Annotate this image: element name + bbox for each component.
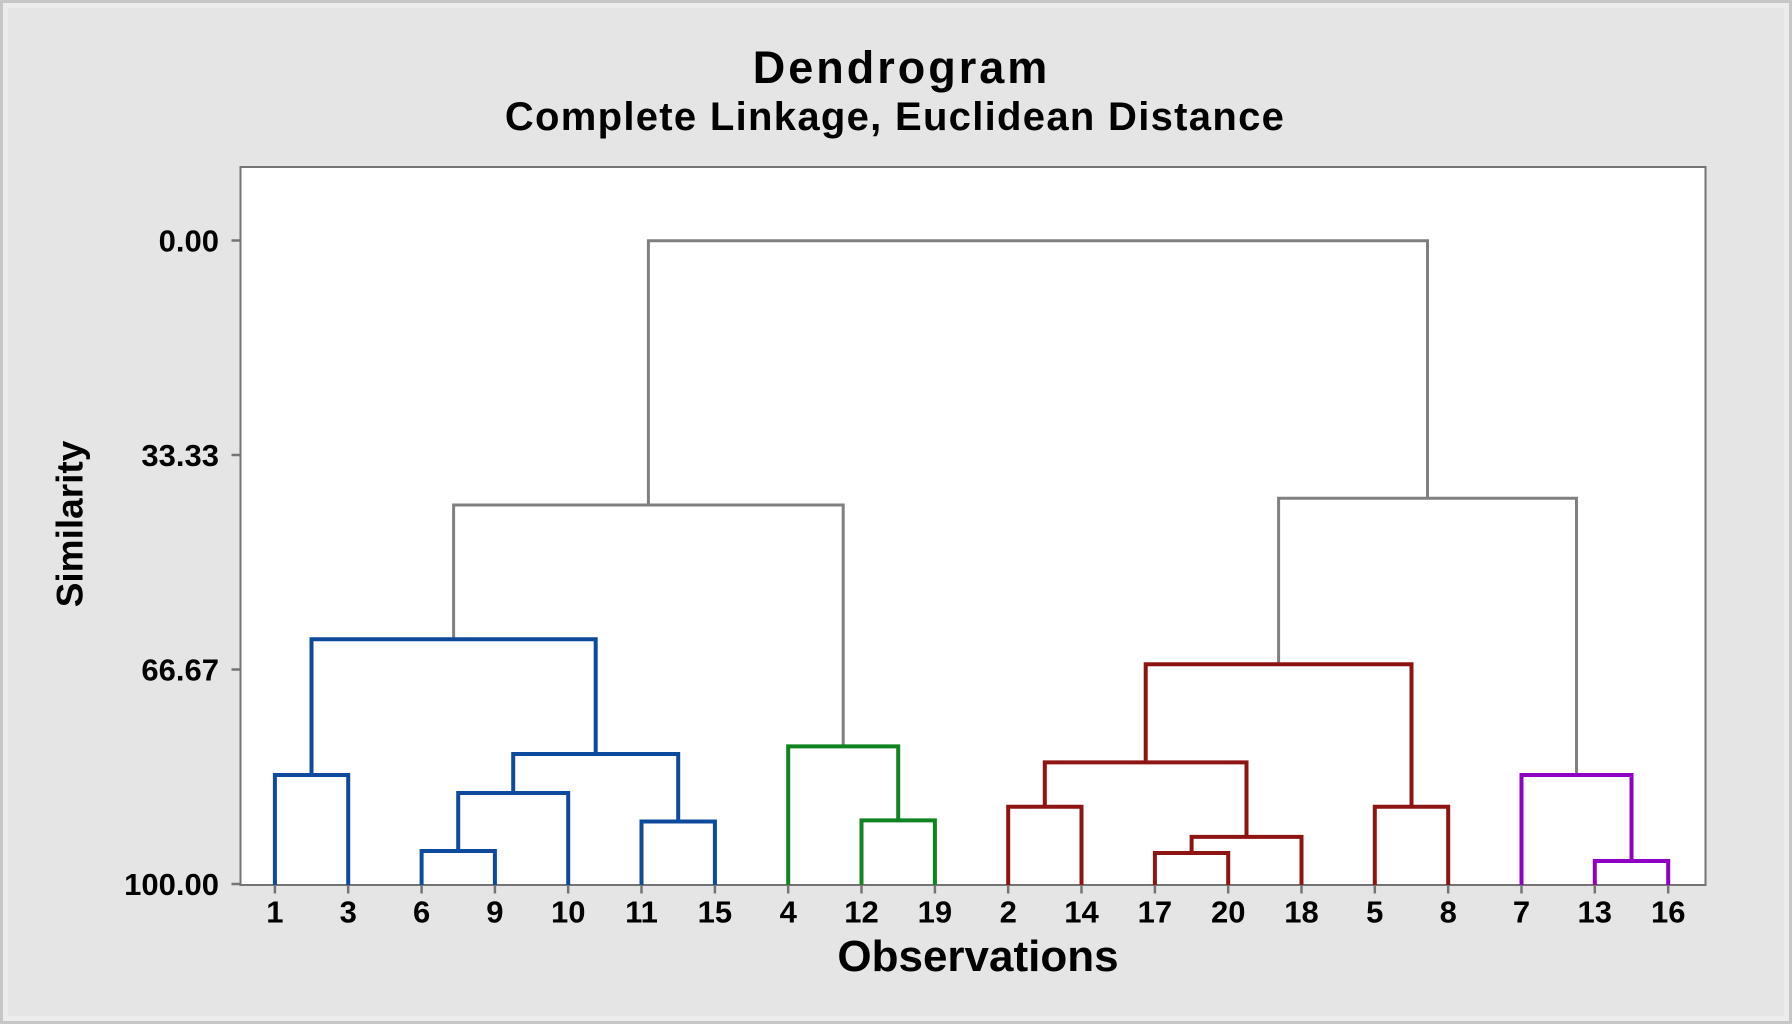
svg-text:Dendrogram: Dendrogram (753, 42, 1051, 93)
svg-text:Observations: Observations (837, 932, 1118, 981)
svg-text:11: 11 (625, 895, 658, 930)
svg-text:Complete Linkage, Euclidean Di: Complete Linkage, Euclidean Distance (505, 95, 1285, 139)
svg-text:20: 20 (1211, 895, 1245, 930)
svg-text:7: 7 (1513, 895, 1530, 930)
svg-text:Similarity: Similarity (49, 440, 90, 607)
svg-text:0.00: 0.00 (159, 224, 219, 259)
svg-text:1: 1 (266, 895, 283, 930)
svg-text:16: 16 (1651, 895, 1685, 930)
svg-text:15: 15 (698, 895, 732, 930)
svg-text:10: 10 (551, 895, 585, 930)
svg-text:66.67: 66.67 (141, 653, 219, 688)
svg-text:8: 8 (1440, 895, 1457, 930)
svg-text:17: 17 (1138, 895, 1172, 930)
svg-text:100.00: 100.00 (124, 867, 219, 902)
svg-text:13: 13 (1578, 895, 1612, 930)
svg-text:4: 4 (780, 895, 798, 930)
svg-text:12: 12 (844, 895, 878, 930)
svg-text:33.33: 33.33 (141, 438, 219, 473)
svg-text:18: 18 (1284, 895, 1318, 930)
svg-text:9: 9 (486, 895, 503, 930)
svg-text:2: 2 (1000, 895, 1017, 930)
svg-text:6: 6 (413, 895, 430, 930)
svg-text:14: 14 (1064, 895, 1099, 930)
svg-text:3: 3 (340, 895, 357, 930)
svg-text:5: 5 (1366, 895, 1383, 930)
svg-text:19: 19 (918, 895, 952, 930)
